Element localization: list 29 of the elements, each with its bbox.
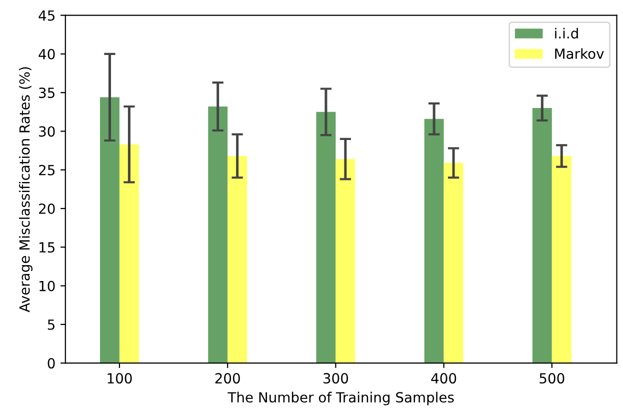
y-tick-label: 45	[38, 10, 54, 21]
y-tick-label: 15	[40, 242, 54, 253]
y-tick-label: 25	[39, 164, 54, 176]
y-tick-label: 5	[48, 320, 54, 330]
x-tick-label: 300	[323, 373, 348, 384]
legend-label: i.i.d	[555, 28, 578, 39]
bar	[336, 159, 356, 364]
bar	[444, 162, 464, 364]
bar	[100, 97, 120, 364]
bar	[119, 144, 139, 364]
bar	[424, 118, 444, 364]
y-axis-title: Average Misclassification Rates (%)	[19, 67, 32, 312]
bar	[532, 108, 552, 364]
bar	[316, 112, 336, 364]
y-tick-label: 40	[38, 48, 55, 60]
y-tick-label: 35	[39, 88, 54, 98]
y-tick-label: 10	[40, 280, 55, 292]
y-tick-label: 20	[39, 203, 55, 214]
bar	[228, 156, 248, 364]
y-tick-label: 30	[39, 126, 55, 137]
y-tick-label: 0	[48, 358, 55, 369]
bar	[552, 156, 572, 364]
x-tick-label: 400	[431, 373, 456, 384]
x-tick-label: 200	[215, 373, 240, 384]
x-tick-label: 500	[540, 373, 564, 384]
bar	[208, 106, 228, 364]
x-tick-label: 100	[108, 373, 132, 384]
legend-label: Markov	[555, 48, 604, 59]
x-axis-title: The Number of Training Samples	[228, 392, 454, 406]
